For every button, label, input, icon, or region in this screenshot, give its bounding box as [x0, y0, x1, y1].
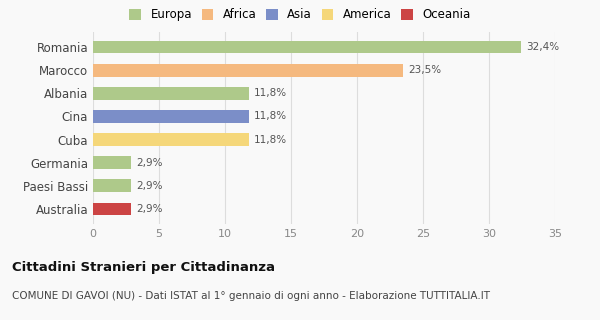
Bar [93, 110, 249, 123]
Legend: Europa, Africa, Asia, America, Oceania: Europa, Africa, Asia, America, Oceania [127, 6, 473, 24]
Text: Cittadini Stranieri per Cittadinanza: Cittadini Stranieri per Cittadinanza [12, 261, 275, 274]
Bar [93, 203, 131, 215]
Bar [93, 87, 249, 100]
Text: 23,5%: 23,5% [409, 65, 442, 75]
Bar [93, 41, 521, 53]
Text: 11,8%: 11,8% [254, 111, 287, 122]
Text: COMUNE DI GAVOI (NU) - Dati ISTAT al 1° gennaio di ogni anno - Elaborazione TUTT: COMUNE DI GAVOI (NU) - Dati ISTAT al 1° … [12, 291, 490, 301]
Text: 2,9%: 2,9% [137, 158, 163, 168]
Bar [93, 133, 249, 146]
Text: 11,8%: 11,8% [254, 88, 287, 98]
Text: 2,9%: 2,9% [137, 204, 163, 214]
Text: 11,8%: 11,8% [254, 134, 287, 145]
Bar [93, 180, 131, 192]
Text: 32,4%: 32,4% [526, 42, 559, 52]
Bar [93, 156, 131, 169]
Text: 2,9%: 2,9% [137, 181, 163, 191]
Bar [93, 64, 403, 76]
